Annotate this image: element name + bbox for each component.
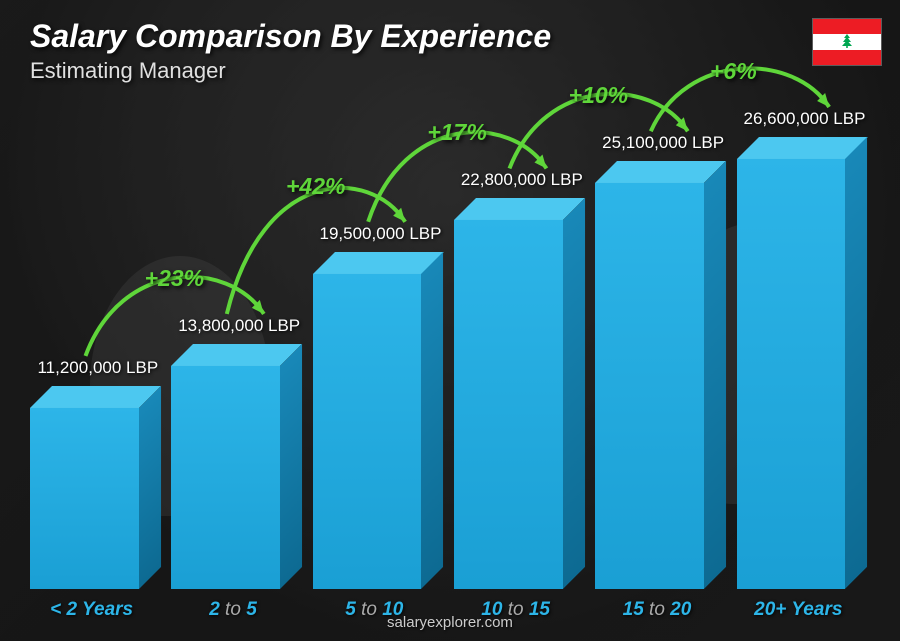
bar: 26,600,000 LBP	[737, 159, 860, 589]
flag-stripe	[813, 50, 881, 65]
bar: 22,800,000 LBP	[454, 220, 577, 589]
bar-slot: 26,600,000 LBP20+ Years	[737, 159, 860, 589]
bar-value-label: 11,200,000 LBP	[5, 358, 190, 378]
bar-slot: 25,100,000 LBP15 to 20	[595, 183, 718, 589]
chart-title: Salary Comparison By Experience	[30, 18, 551, 55]
bar-value-label: 13,800,000 LBP	[147, 316, 332, 336]
growth-pct-label: +42%	[286, 173, 345, 200]
growth-pct-label: +6%	[710, 58, 757, 85]
bar: 19,500,000 LBP	[313, 274, 436, 589]
bar-slot: 13,800,000 LBP2 to 5	[171, 366, 294, 589]
bar-value-label: 22,800,000 LBP	[429, 170, 614, 190]
bar-slot: 11,200,000 LBP< 2 Years	[30, 408, 153, 589]
country-flag-lebanon	[812, 18, 882, 66]
bar-value-label: 19,500,000 LBP	[288, 224, 473, 244]
footer-attribution: salaryexplorer.com	[0, 614, 900, 631]
growth-pct-label: +17%	[427, 119, 486, 146]
chart-subtitle: Estimating Manager	[30, 58, 226, 84]
bar-value-label: 26,600,000 LBP	[712, 109, 897, 129]
bar-slot: 22,800,000 LBP10 to 15	[454, 220, 577, 589]
bar: 25,100,000 LBP	[595, 183, 718, 589]
growth-pct-label: +10%	[569, 82, 628, 109]
bar: 11,200,000 LBP	[30, 408, 153, 589]
growth-pct-label: +23%	[145, 265, 204, 292]
cedar-tree-icon	[837, 33, 857, 51]
bar-chart: 11,200,000 LBP< 2 Years13,800,000 LBP2 t…	[30, 100, 860, 589]
bar-value-label: 25,100,000 LBP	[571, 133, 756, 153]
bar: 13,800,000 LBP	[171, 366, 294, 589]
bar-slot: 19,500,000 LBP5 to 10	[313, 274, 436, 589]
